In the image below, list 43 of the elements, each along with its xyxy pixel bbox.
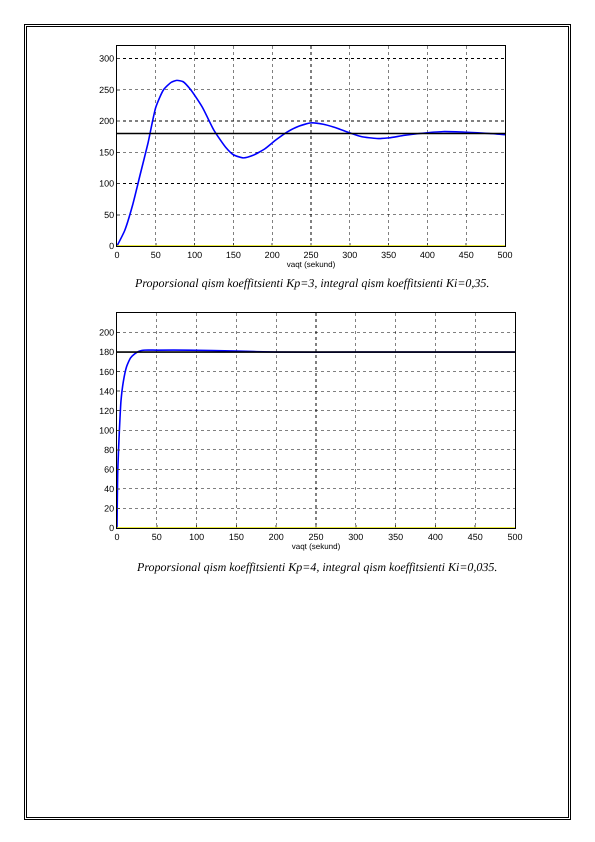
y-tick-label: 120 [99,406,114,416]
y-tick-label: 150 [99,147,114,158]
y-tick-label: 200 [99,116,114,126]
x-axis-title: vaqt (sekund) [286,260,336,269]
x-tick-label: 350 [388,532,404,542]
y-tick-label: 20 [104,504,114,514]
y-tick-label: 140 [99,386,114,396]
x-tick-label: 400 [420,250,435,260]
x-axis-title: vaqt (sekund) [292,542,341,551]
x-tick-label: 200 [264,250,280,260]
x-tick-label: 150 [228,532,244,542]
x-tick-label: 150 [226,250,241,260]
y-tick-label: 0 [109,241,114,252]
x-tick-label: 50 [150,250,161,260]
y-tick-label: 50 [104,210,114,220]
y-tick-label: 100 [99,178,114,189]
y-tick-label: 100 [99,425,114,436]
x-tick-label: 450 [458,250,474,260]
y-tick-label: 160 [99,366,114,377]
x-tick-label: 500 [497,250,513,260]
x-tick-label: 300 [348,532,364,542]
y-tick-label: 300 [99,54,114,64]
y-tick-label: 60 [104,464,114,475]
x-tick-label: 350 [381,250,396,260]
y-tick-label: 0 [109,523,114,534]
line-series [117,80,505,246]
x-tick-label: 100 [189,532,204,542]
x-tick-label: 300 [342,250,358,260]
x-tick-label: 250 [308,532,324,542]
x-tick-label: 450 [468,532,483,542]
y-tick-label: 80 [104,444,114,455]
text: Proporsional qism koeffitsienti Kp=4, integral qism koeffitsienti Ki=0,035. [136,560,498,574]
y-tick-label: 250 [99,84,114,95]
x-tick-label: 50 [152,532,162,542]
x-tick-label: 100 [187,250,202,260]
x-tick-label: 400 [428,532,443,542]
text: Proporsional qism koeffitsienti Kp=3, integral qism koeffitsienti Ki=0,35. [134,276,490,290]
x-tick-label: 250 [303,250,319,260]
y-tick-label: 200 [99,328,114,338]
y-tick-label: 40 [104,484,114,494]
y-tick-label: 180 [99,347,114,358]
x-tick-label: 200 [268,532,284,542]
x-tick-label: 500 [507,532,523,542]
